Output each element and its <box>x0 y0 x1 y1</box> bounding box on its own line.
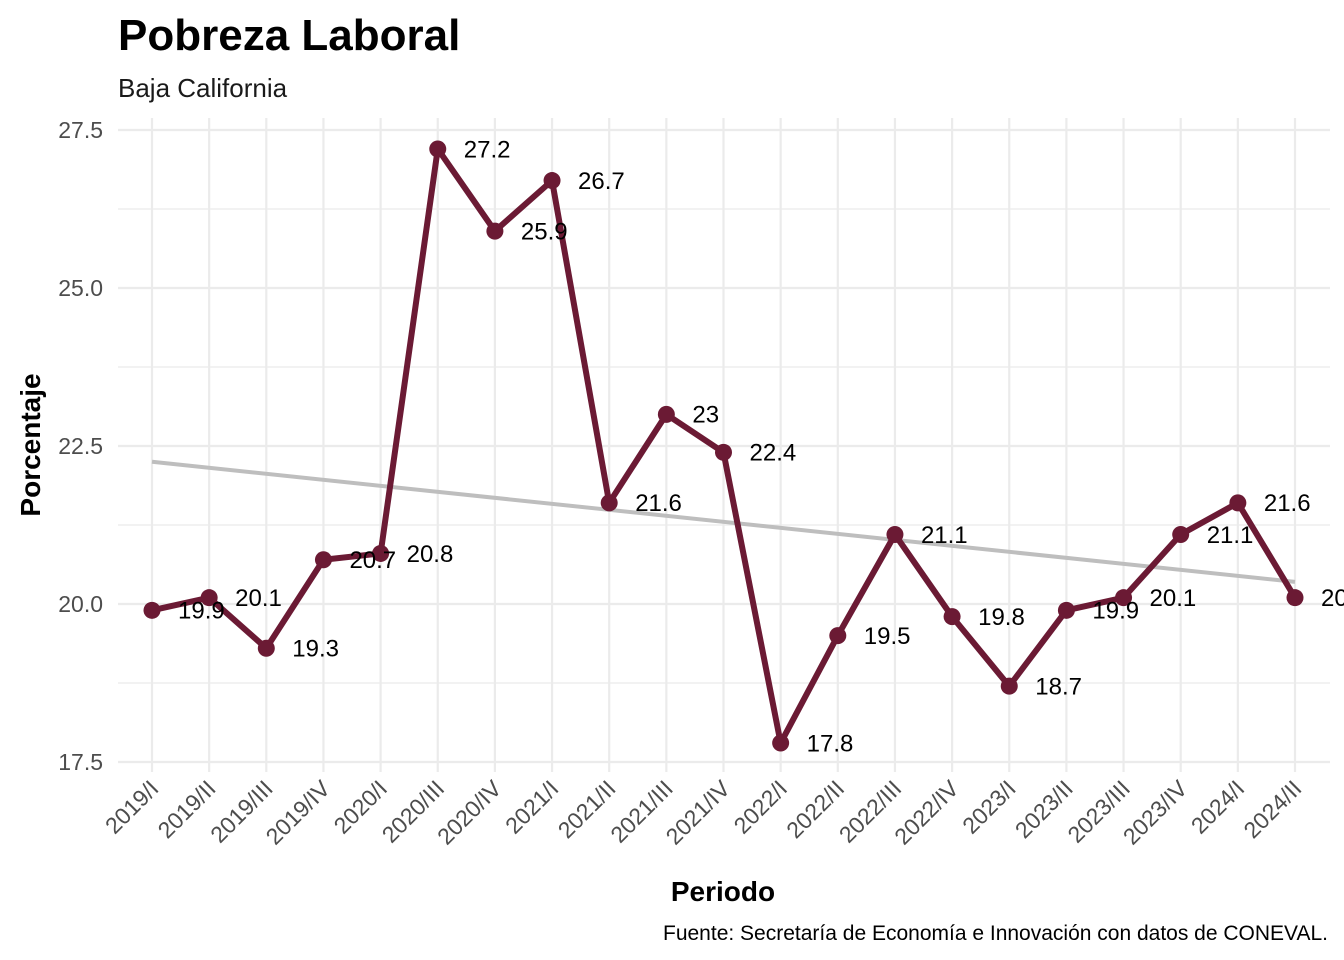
x-axis-title: Periodo <box>671 876 775 907</box>
data-point <box>314 551 332 569</box>
y-tick-label: 27.5 <box>58 117 103 143</box>
data-point <box>715 443 732 461</box>
data-point <box>772 734 790 752</box>
data-label: 18.7 <box>1035 674 1082 701</box>
data-point <box>657 405 675 423</box>
y-tick-label: 22.5 <box>58 433 103 459</box>
x-tick-label: 2022/IV <box>889 775 964 850</box>
data-label: 21.6 <box>1264 490 1311 517</box>
data-point <box>543 172 561 190</box>
data-point <box>886 525 904 543</box>
data-labels: 19.9 20.1 19.3 20.7 20.8 27.2 25.9 26.7 21.6 23 22… <box>178 136 1344 757</box>
data-label: 19.9 <box>1092 598 1139 625</box>
data-point <box>372 544 390 562</box>
chart-caption: Fuente: Secretaría de Economía e Innovac… <box>663 922 1328 945</box>
x-tick-label: 2019/IV <box>261 775 336 850</box>
data-label: 20.1 <box>1321 585 1344 612</box>
data-point <box>1115 589 1133 607</box>
x-tick-label: 2021/IV <box>661 775 736 850</box>
x-axis-ticks: 2019/I2019/II2019/III2019/IV2020/I2020/I… <box>100 775 1307 850</box>
data-point <box>200 589 218 607</box>
data-label: 21.1 <box>921 522 968 549</box>
grid <box>118 118 1330 772</box>
data-label: 19.3 <box>292 636 339 663</box>
data-point <box>1000 677 1018 695</box>
y-tick-label: 20.0 <box>58 591 103 617</box>
data-label: 19.5 <box>864 623 911 650</box>
data-label: 27.2 <box>464 136 511 163</box>
data-label: 20.8 <box>407 541 454 568</box>
data-point <box>600 494 618 512</box>
trend-line <box>151 459 1296 584</box>
chart-subtitle: Baja California <box>118 73 288 103</box>
data-label: 21.6 <box>635 490 682 517</box>
x-tick-label: 2024/II <box>1238 775 1306 843</box>
data-point <box>1172 525 1190 543</box>
x-tick-label: 2023/I <box>957 775 1021 839</box>
x-tick-label: 2024/I <box>1186 775 1250 839</box>
data-point <box>829 627 847 645</box>
data-label: 25.9 <box>521 218 568 245</box>
data-label: 20.1 <box>235 585 282 612</box>
data-label: 19.9 <box>178 598 225 625</box>
data-label: 22.4 <box>750 440 797 467</box>
data-point <box>943 608 961 626</box>
x-tick-label: 2021/I <box>500 775 564 839</box>
y-axis-ticks: 17.5 20.0 22.5 25.0 27.5 <box>58 117 103 775</box>
x-tick-label: 2022/I <box>729 775 793 839</box>
y-tick-label: 17.5 <box>58 749 103 775</box>
data-points <box>143 140 1304 752</box>
data-label: 19.8 <box>978 604 1025 631</box>
data-label: 23 <box>692 402 719 429</box>
data-label: 26.7 <box>578 168 625 195</box>
data-label: 20.1 <box>1150 585 1197 612</box>
y-tick-label: 25.0 <box>58 275 103 301</box>
data-point <box>1057 601 1075 619</box>
data-label: 17.8 <box>807 730 854 757</box>
y-axis-title: Porcentaje <box>15 373 46 516</box>
x-tick-label: 2019/I <box>100 775 164 839</box>
chart-title: Pobreza Laboral <box>118 11 460 60</box>
data-point <box>1286 589 1304 607</box>
data-point <box>143 601 161 619</box>
data-label: 20.7 <box>349 547 396 574</box>
x-tick-label: 2023/IV <box>1118 775 1193 850</box>
data-point <box>257 639 275 657</box>
data-label: 21.1 <box>1207 522 1254 549</box>
x-tick-label: 2020/IV <box>432 775 507 850</box>
data-point <box>429 140 447 158</box>
data-point <box>1229 494 1247 512</box>
data-point <box>486 222 504 240</box>
